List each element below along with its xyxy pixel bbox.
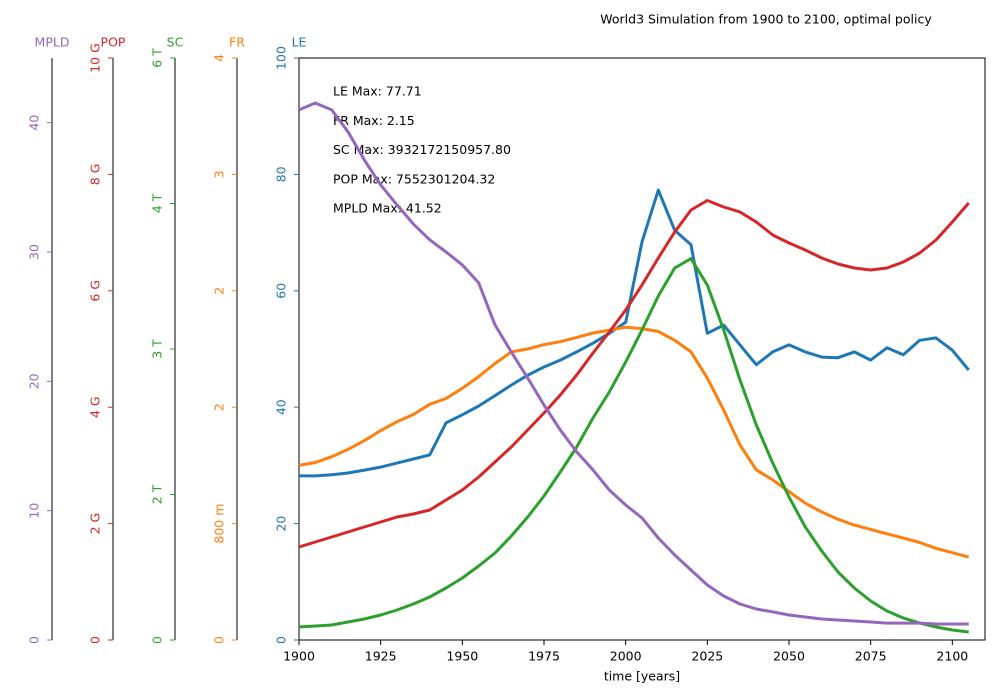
series-line bbox=[298, 325, 970, 559]
y-tick-label: 3 bbox=[212, 170, 227, 178]
y-tick-label: 2 G bbox=[88, 513, 103, 535]
y-axis-title: LE bbox=[292, 35, 307, 50]
y-tick-label: 800 m bbox=[212, 504, 227, 544]
y-tick-label: 0 bbox=[88, 636, 103, 644]
series-line bbox=[298, 257, 969, 634]
y-tick-label: 40 bbox=[27, 115, 42, 131]
y-tick-label: 10 G bbox=[88, 43, 103, 73]
y-tick-label: 60 bbox=[274, 283, 289, 299]
y-tick-label: 20 bbox=[27, 373, 42, 389]
annotation: SC Max: 3932172150957.80 bbox=[333, 142, 511, 157]
chart-title: World3 Simulation from 1900 to 2100, opt… bbox=[600, 12, 932, 27]
y-tick-label: 0 bbox=[212, 636, 227, 644]
x-axis-label: time [years] bbox=[604, 669, 680, 684]
y-tick-label: 6 G bbox=[88, 280, 103, 302]
y-tick-label: 3 T bbox=[150, 339, 165, 359]
y-tick-label: 30 bbox=[27, 244, 42, 260]
y-tick-label: 8 G bbox=[88, 164, 103, 186]
annotation: MPLD Max: 41.52 bbox=[333, 201, 442, 216]
y-tick-label: 4 bbox=[212, 54, 227, 62]
y-tick-label: 2 T bbox=[150, 484, 165, 504]
x-tick-label: 1975 bbox=[528, 649, 560, 664]
y-tick-label: 0 bbox=[27, 636, 42, 644]
y-tick-label: 4 T bbox=[150, 193, 165, 213]
x-tick-label: 1900 bbox=[283, 649, 315, 664]
x-tick-label: 1950 bbox=[446, 649, 478, 664]
x-tick-label: 2075 bbox=[855, 649, 887, 664]
y-axis-title: MPLD bbox=[35, 35, 70, 50]
annotation: FR Max: 2.15 bbox=[333, 113, 415, 128]
x-tick-label: 2025 bbox=[691, 649, 723, 664]
y-tick-label: 100 bbox=[274, 46, 289, 70]
y-tick-label: 0 bbox=[274, 636, 289, 644]
y-tick-label: 0 bbox=[150, 636, 165, 644]
y-tick-label: 2 bbox=[212, 287, 227, 295]
annotation: POP Max: 7552301204.32 bbox=[333, 171, 495, 186]
x-tick-label: 1925 bbox=[365, 649, 397, 664]
series-line bbox=[298, 199, 970, 549]
y-tick-label: 80 bbox=[274, 166, 289, 182]
plot-frame bbox=[298, 57, 986, 641]
y-tick-label: 6 T bbox=[150, 48, 165, 68]
x-tick-label: 2100 bbox=[936, 649, 968, 664]
y-tick-label: 20 bbox=[274, 516, 289, 532]
series-line bbox=[299, 188, 970, 478]
y-tick-label: 40 bbox=[274, 399, 289, 415]
y-tick-label: 4 G bbox=[88, 396, 103, 418]
y-tick-label: 10 bbox=[27, 503, 42, 519]
y-axis-title: FR bbox=[229, 35, 245, 50]
series-line bbox=[298, 101, 969, 626]
x-tick-label: 2000 bbox=[610, 649, 642, 664]
y-axis-title: SC bbox=[167, 35, 184, 50]
x-tick-label: 2050 bbox=[773, 649, 805, 664]
y-tick-label: 2 bbox=[212, 403, 227, 411]
annotation: LE Max: 77.71 bbox=[333, 84, 422, 99]
y-axis-title: POP bbox=[101, 35, 126, 50]
